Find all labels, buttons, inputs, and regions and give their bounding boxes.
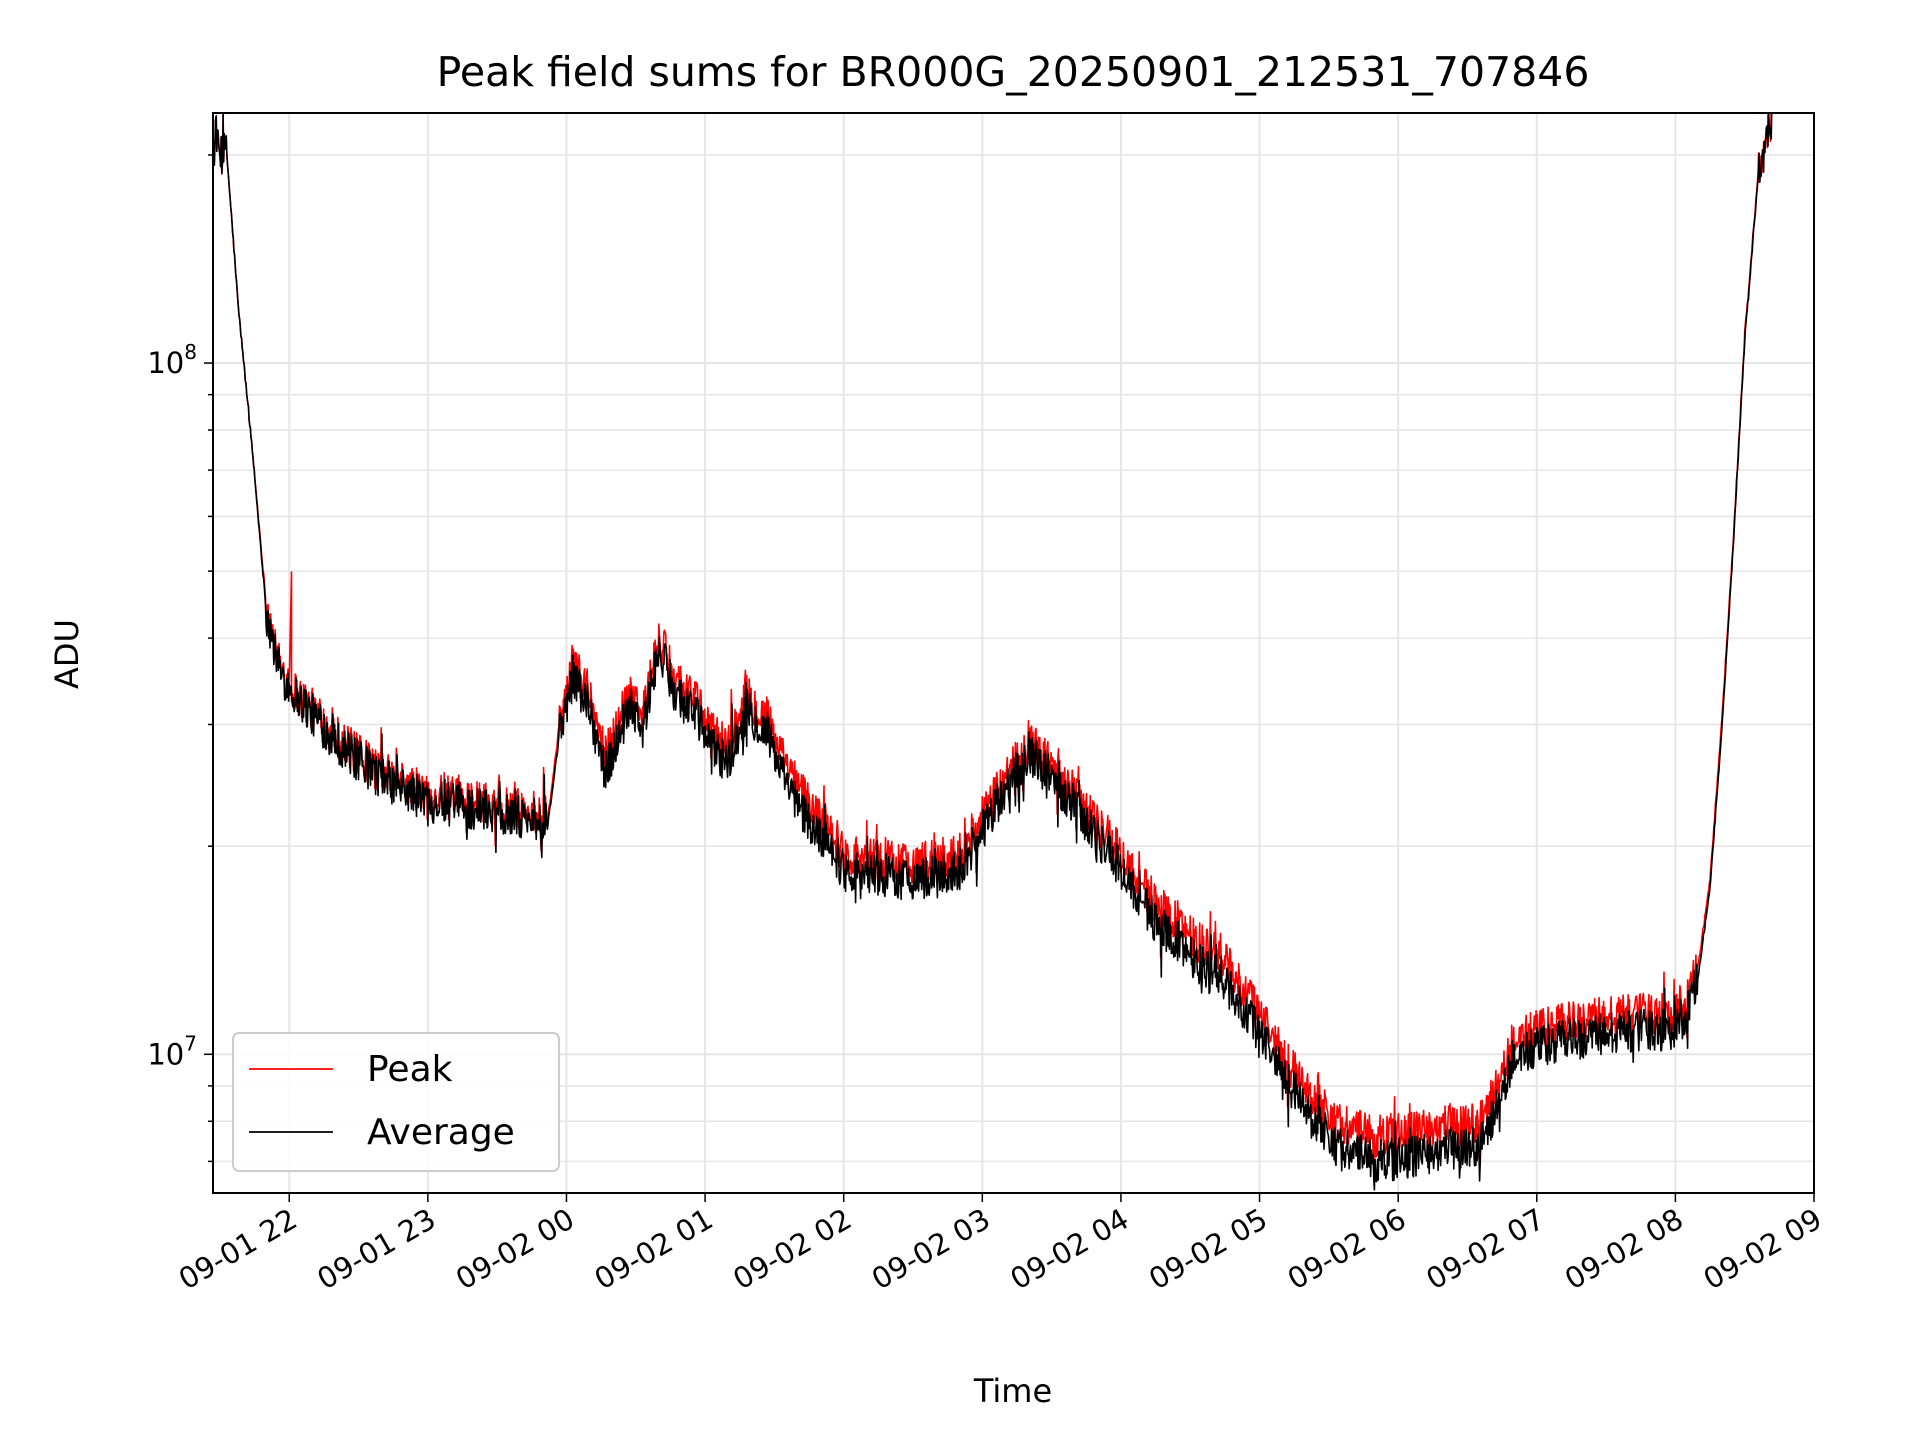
series-line-average [213,113,1773,1191]
x-axis-label: Time [973,1372,1052,1410]
series-layer [213,113,1773,1191]
y-tick-label: 108 [147,340,197,380]
legend-box [232,1032,560,1172]
legend-entry-label: Peak [367,1049,453,1090]
legend-entry-label: Average [367,1112,515,1153]
y-axis-label: ADU [48,619,86,689]
legend: Peak Average [232,1032,560,1172]
y-tick-label: 107 [147,1031,197,1071]
plot-frame [212,112,1815,1194]
y-axis-ticks: 107 108 [147,154,213,1163]
chart-title: Peak field sums for BR000G_20250901_2125… [437,48,1590,96]
